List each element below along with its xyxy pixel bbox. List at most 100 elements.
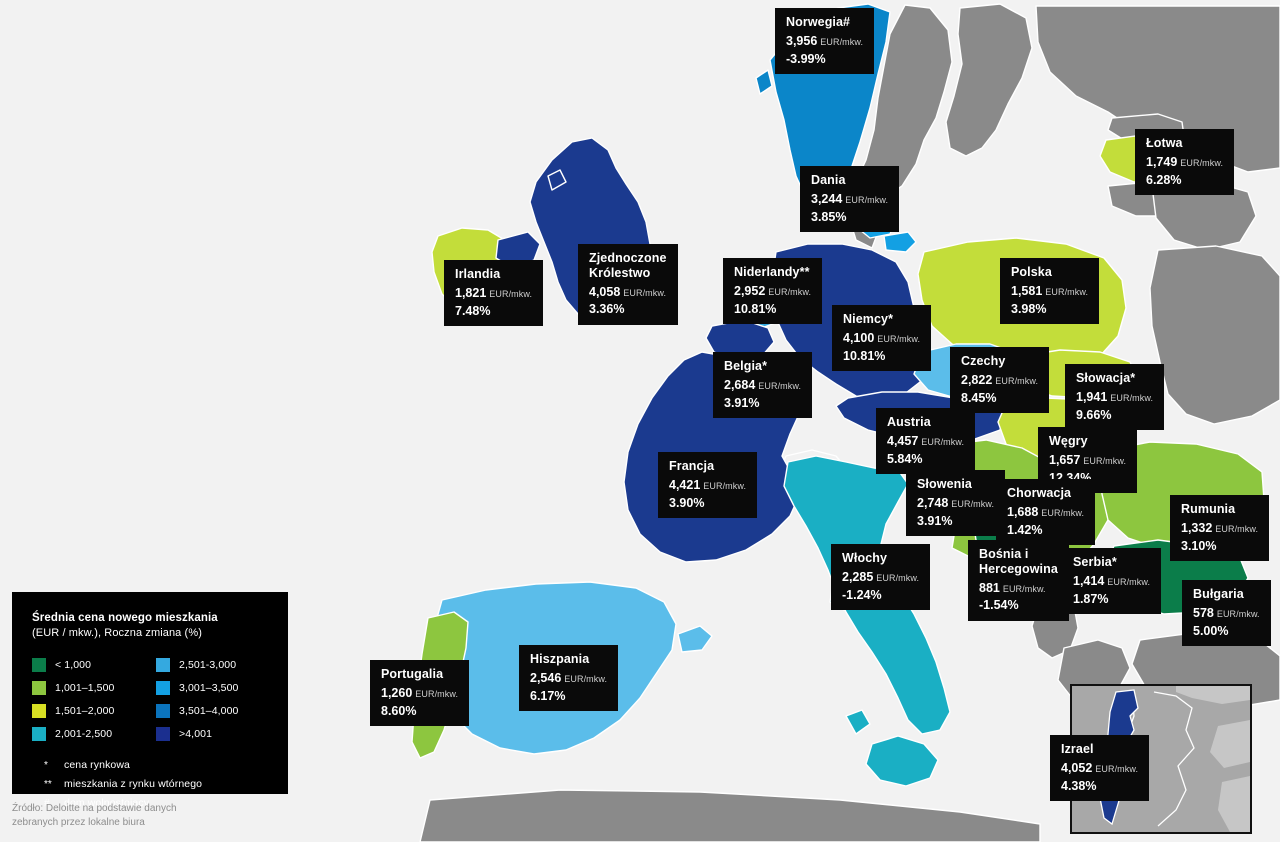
callout-change: 10.81% — [734, 301, 777, 316]
callout-price-row: 2,822 EUR/mkw. — [961, 372, 1039, 387]
legend-item-bin-7[interactable]: 3,501–4,000 — [156, 699, 270, 722]
callout-price-row: 1,941 EUR/mkw. — [1076, 389, 1154, 404]
callout-portugalia[interactable]: Portugalia 1,260 EUR/mkw. 8.60% — [370, 660, 470, 727]
legend-item-bin-6[interactable]: 3,001–3,500 — [156, 676, 270, 699]
callout-bulgaria[interactable]: Bułgaria 578 EUR/mkw. 5.00% — [1182, 580, 1271, 647]
callout-change: 8.60% — [381, 703, 417, 718]
footnote-text: mieszkania z rynku wtórnego — [64, 778, 203, 790]
callout-norwegia[interactable]: Norwegia# 3,956 EUR/mkw. -3.99% — [775, 8, 875, 75]
legend-footnote-1: * cena rynkowa — [32, 759, 270, 771]
callout-price-row: 4,100 EUR/mkw. — [843, 330, 921, 345]
callout-change: 5.84% — [887, 451, 923, 466]
legend-item-bin-1[interactable]: < 1,000 — [32, 653, 146, 676]
callout-country-name: Węgry — [1049, 434, 1088, 448]
callout-rumunia[interactable]: Rumunia 1,332 EUR/mkw. 3.10% — [1170, 495, 1270, 562]
callout-change: 10.81% — [843, 348, 886, 363]
legend-label: 3,001–3,500 — [179, 681, 239, 694]
callout-belgia[interactable]: Belgia* 2,684 EUR/mkw. 3.91% — [713, 352, 813, 419]
callout-price-row: 1,414 EUR/mkw. — [1073, 573, 1151, 588]
legend-swatch-icon — [32, 726, 46, 741]
callout-country-name: Austria — [887, 415, 931, 429]
callout-country-name: Rumunia — [1181, 502, 1236, 516]
footnote-symbol: # — [44, 798, 50, 809]
callout-price-row: 4,457 EUR/mkw. — [887, 433, 965, 448]
callout-country-name: Słowacja* — [1076, 371, 1136, 385]
callout-change: 1.87% — [1073, 591, 1109, 606]
callout-bosnia-i-hercegowina[interactable]: Bośnia i Hercegowina 881 EUR/mkw. -1.54% — [968, 540, 1069, 622]
country-finland — [945, 3, 1033, 157]
callout-country-name: Chorwacja — [1007, 486, 1072, 500]
callout-price-row: 4,052 EUR/mkw. — [1061, 760, 1139, 775]
callout-country-name: Norwegia# — [786, 15, 851, 29]
callout-price-row: 2,952 EUR/mkw. — [734, 283, 812, 298]
legend-item-bin-5[interactable]: 2,501-3,000 — [156, 653, 270, 676]
callout-price-row: 2,748 EUR/mkw. — [917, 495, 995, 510]
callout-serbia[interactable]: Serbia* 1,414 EUR/mkw. 1.87% — [1062, 548, 1162, 615]
callout-price-row: 3,956 EUR/mkw. — [786, 33, 864, 48]
callout-change: 8.45% — [961, 390, 997, 405]
callout-price-row: 1,821 EUR/mkw. — [455, 285, 533, 300]
callout-country-name: Czechy — [961, 354, 1006, 368]
callout-change: -3.99% — [786, 51, 826, 66]
footnote-text: dom wolnostojący — [64, 797, 150, 809]
callout-country-name: Hiszpania — [530, 652, 590, 666]
legend-swatch-icon — [32, 680, 46, 695]
legend-footnote-3: # dom wolnostojący — [32, 797, 270, 809]
callout-price-row: 4,421 EUR/mkw. — [669, 477, 747, 492]
legend-item-bin-8[interactable]: >4,001 — [156, 722, 270, 745]
callout-country-name: Bośnia i Hercegowina — [979, 547, 1058, 576]
callout-slowacja[interactable]: Słowacja* 1,941 EUR/mkw. 9.66% — [1065, 364, 1165, 431]
callout-country-name: Słowenia — [917, 477, 972, 491]
footnote-text: cena rynkowa — [64, 759, 130, 771]
callout-change: 7.48% — [455, 303, 491, 318]
callout-austria[interactable]: Austria 4,457 EUR/mkw. 5.84% — [876, 408, 976, 475]
legend-item-bin-4[interactable]: 2,001-2,500 — [32, 722, 146, 745]
callout-chorwacja[interactable]: Chorwacja 1,688 EUR/mkw. 1.42% — [996, 479, 1096, 546]
callout-country-name: Niderlandy** — [734, 265, 810, 279]
callout-francja[interactable]: Francja 4,421 EUR/mkw. 3.90% — [658, 452, 758, 519]
legend-label: 2,501-3,000 — [179, 658, 237, 671]
legend-item-bin-3[interactable]: 1,501–2,000 — [32, 699, 146, 722]
callout-niderlandy[interactable]: Niderlandy** 2,952 EUR/mkw. 10.81% — [723, 258, 823, 325]
callout-lotwa[interactable]: Łotwa 1,749 EUR/mkw. 6.28% — [1135, 129, 1235, 196]
callout-hiszpania[interactable]: Hiszpania 2,546 EUR/mkw. 6.17% — [519, 645, 619, 712]
callout-zjednoczone-krolestwo[interactable]: Zjednoczone Królestwo 4,058 EUR/mkw. 3.36% — [578, 244, 678, 326]
callout-change: 3.98% — [1011, 301, 1047, 316]
callout-wlochy[interactable]: Włochy 2,285 EUR/mkw. -1.24% — [831, 544, 931, 611]
legend-label: < 1,000 — [55, 658, 92, 671]
map-legend: Średnia cena nowego mieszkania (EUR / mk… — [12, 592, 288, 809]
callout-change: 9.66% — [1076, 407, 1112, 422]
callout-price-row: 1,260 EUR/mkw. — [381, 685, 459, 700]
legend-item-bin-2[interactable]: 1,001–1,500 — [32, 676, 146, 699]
legend-label: 3,501–4,000 — [179, 704, 239, 717]
callout-country-name: Dania — [811, 173, 846, 187]
callout-change: 5.00% — [1193, 623, 1229, 638]
callout-price-row: 1,657 EUR/mkw. — [1049, 452, 1127, 467]
country-ukraine — [1149, 245, 1280, 425]
callout-country-name: Polska — [1011, 265, 1052, 279]
country-north-africa — [419, 789, 1041, 842]
callout-slowenia[interactable]: Słowenia 2,748 EUR/mkw. 3.91% — [906, 470, 1006, 537]
callout-irlandia[interactable]: Irlandia 1,821 EUR/mkw. 7.48% — [444, 260, 544, 327]
legend-swatch-icon — [32, 657, 46, 672]
callout-niemcy[interactable]: Niemcy* 4,100 EUR/mkw. 10.81% — [832, 305, 932, 372]
callout-change: 3.10% — [1181, 538, 1217, 553]
callout-czechy[interactable]: Czechy 2,822 EUR/mkw. 8.45% — [950, 347, 1050, 414]
callout-polska[interactable]: Polska 1,581 EUR/mkw. 3.98% — [1000, 258, 1100, 325]
callout-dania[interactable]: Dania 3,244 EUR/mkw. 3.85% — [800, 166, 900, 233]
callout-change: 3.36% — [589, 302, 625, 317]
callout-change: 1.42% — [1007, 522, 1043, 537]
legend-title-line1: Średnia cena nowego mieszkania — [32, 612, 218, 624]
callout-price-row: 2,285 EUR/mkw. — [842, 569, 920, 584]
callout-country-name: Francja — [669, 459, 715, 473]
legend-label: >4,001 — [179, 727, 213, 740]
callout-change: 3.85% — [811, 209, 847, 224]
callout-izrael[interactable]: Izrael 4,052 EUR/mkw. 4.38% — [1050, 735, 1150, 802]
legend-label: 1,501–2,000 — [55, 704, 115, 717]
callout-price-row: 3,244 EUR/mkw. — [811, 191, 889, 206]
callout-country-name: Belgia* — [724, 359, 768, 373]
legend-label: 1,001–1,500 — [55, 681, 115, 694]
callout-price-row: 1,688 EUR/mkw. — [1007, 504, 1085, 519]
legend-swatch-icon — [156, 703, 170, 718]
callout-change: -1.54% — [979, 598, 1019, 613]
